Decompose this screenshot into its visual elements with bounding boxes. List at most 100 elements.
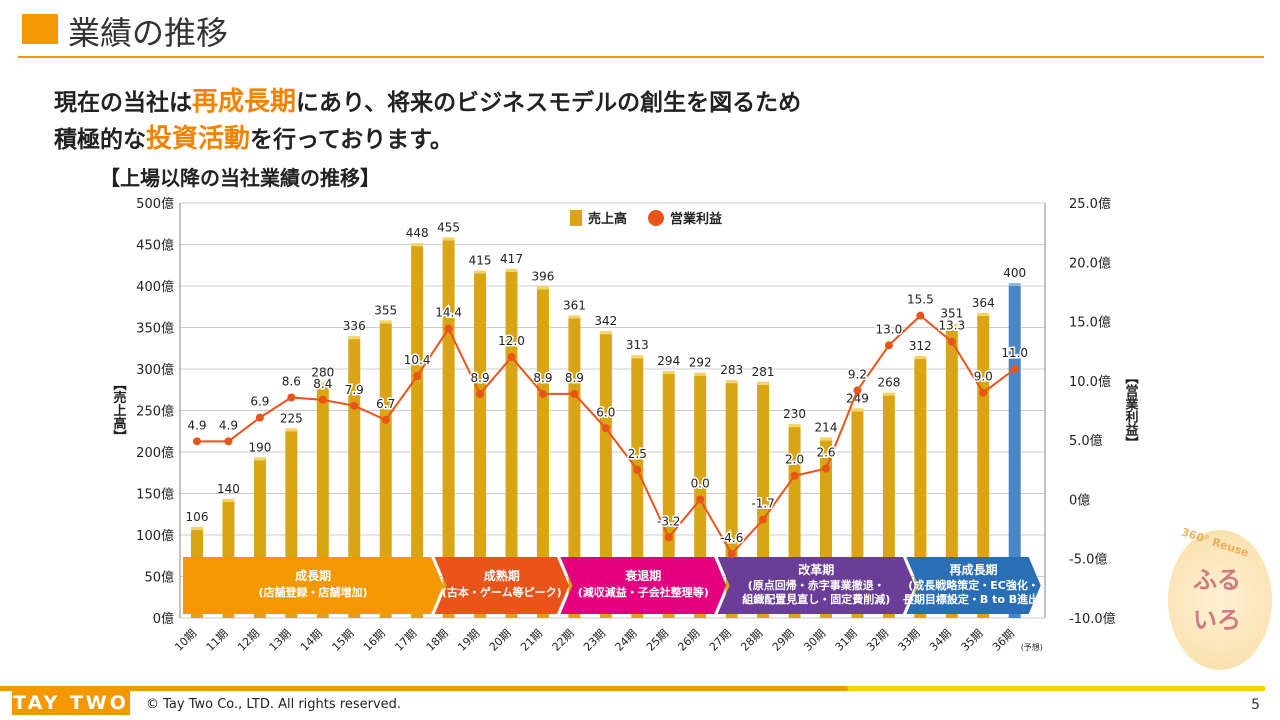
y-right-tick: 20.0億 <box>1069 255 1111 271</box>
profit-point <box>287 393 296 402</box>
sales-label: 417 <box>500 252 523 266</box>
profit-point <box>444 324 453 333</box>
y-right-tick: 5.0億 <box>1069 433 1103 449</box>
profit-label: 8.6 <box>282 374 301 388</box>
profit-point <box>979 388 988 397</box>
x-tick: 11期 <box>204 627 231 654</box>
x-tick: 31期 <box>833 627 860 654</box>
phase-detail: 組織配置見直し・固定費削減) <box>742 592 890 606</box>
y-left-tick: 0億 <box>153 611 174 627</box>
sales-label: 355 <box>374 303 397 317</box>
sales-label: 455 <box>437 220 460 234</box>
phase-detail: (減収減益・子会社整理等) <box>578 585 709 599</box>
sales-bar-top <box>851 408 864 412</box>
profit-label: 8.4 <box>313 377 332 391</box>
x-tick: 20期 <box>487 627 514 654</box>
phase-label: 成長期 <box>295 568 331 583</box>
profit-label: 8.9 <box>533 371 552 385</box>
profit-point <box>759 515 768 524</box>
x-tick: 27期 <box>707 627 734 654</box>
legend-profit-label: 営業利益 <box>670 211 722 227</box>
profit-point <box>350 401 359 410</box>
profit-point <box>507 353 516 362</box>
copyright: © Tay Two Co., LTD. All rights reserved. <box>146 697 402 712</box>
sales-label: 336 <box>343 319 366 333</box>
profit-label: 11.0 <box>1001 346 1028 360</box>
x-tick: 21期 <box>518 627 545 654</box>
phase-banner <box>906 557 1041 614</box>
x-tick: 30期 <box>801 627 828 654</box>
title-marker <box>22 14 58 44</box>
x-tick: 15期 <box>330 627 357 654</box>
y-left-tick: 250億 <box>136 404 174 420</box>
sales-label: 364 <box>972 296 995 310</box>
sales-bar-top <box>474 270 487 274</box>
sales-bar <box>474 273 487 618</box>
profit-point <box>413 372 422 381</box>
sales-label: 415 <box>469 254 492 268</box>
sales-bar-top <box>662 370 675 374</box>
profit-label: 0.0 <box>691 476 710 490</box>
profit-point <box>947 337 956 346</box>
sales-bar-top <box>191 527 203 531</box>
x-tick: 25期 <box>644 627 671 654</box>
y-left-tick: 50億 <box>144 570 174 586</box>
y-right-label: 【営業利益】 <box>1123 371 1140 449</box>
legend-sales-swatch <box>570 210 582 226</box>
profit-label: 14.4 <box>435 306 462 320</box>
x-tick: 12期 <box>235 627 262 654</box>
sales-bar-top <box>882 392 895 396</box>
footer-bar <box>0 686 1265 691</box>
sales-bar <box>945 326 958 618</box>
profit-point <box>224 437 233 446</box>
profit-label: -4.6 <box>720 531 743 545</box>
mascot-logo <box>1168 530 1272 670</box>
sales-bar-top <box>316 382 329 386</box>
mascot-text: ふるいろ <box>1193 566 1241 634</box>
profit-point <box>633 465 642 474</box>
profit-point <box>916 311 925 320</box>
phase-label: 再成長期 <box>950 562 998 577</box>
lead-1-highlight: 再成長期 <box>192 87 297 117</box>
profit-label: 15.5 <box>907 293 934 307</box>
x-tick: 26期 <box>675 627 702 654</box>
x-tick: 28期 <box>738 627 765 654</box>
sales-label: 351 <box>940 307 963 321</box>
sales-bar-top <box>631 355 644 359</box>
profit-label: -3.2 <box>657 514 680 528</box>
sales-bar-top <box>914 356 927 360</box>
sales-bar <box>411 246 424 618</box>
profit-point <box>570 389 579 398</box>
y-left-tick: 450億 <box>136 238 174 254</box>
sales-bar <box>348 339 361 618</box>
sales-bar-top <box>977 312 990 316</box>
sales-label: 342 <box>594 314 617 328</box>
sales-bar-top <box>694 372 707 376</box>
x-tick: 34期 <box>927 627 954 654</box>
lead-text: 現在の当社は再成長期にあり、将来のビジネスモデルの創生を図るため 積極的な投資活… <box>54 84 801 158</box>
profit-point <box>664 533 673 542</box>
y-left-tick: 300億 <box>136 362 174 378</box>
sales-bar-top <box>505 268 518 272</box>
sales-bar <box>536 289 549 618</box>
sales-label: 214 <box>815 420 838 434</box>
chart-subtitle: 【上場以降の当社業績の推移】 <box>100 166 380 190</box>
x-tick: 32期 <box>864 627 891 654</box>
sales-bar-top <box>222 498 235 502</box>
sales-label: 280 <box>311 366 334 380</box>
y-left-tick: 150億 <box>136 487 174 503</box>
lead-1a: 現在の当社は <box>54 90 192 116</box>
profit-label: 2.6 <box>816 446 835 460</box>
profit-label: 6.7 <box>376 397 395 411</box>
x-tick: 33期 <box>896 627 923 654</box>
profit-point <box>1010 365 1019 373</box>
sales-label: 396 <box>531 269 554 283</box>
lead-1b: にあり、将来のビジネスモデルの創生を図るため <box>296 90 802 116</box>
y-right-tick: 0億 <box>1069 492 1090 508</box>
sales-label: 190 <box>248 440 271 454</box>
x-tick: 13期 <box>267 627 294 654</box>
y-right-tick: 25.0億 <box>1069 196 1111 212</box>
phase-banner <box>183 557 444 614</box>
profit-label: 2.5 <box>628 447 647 461</box>
sales-label: 312 <box>909 339 932 353</box>
